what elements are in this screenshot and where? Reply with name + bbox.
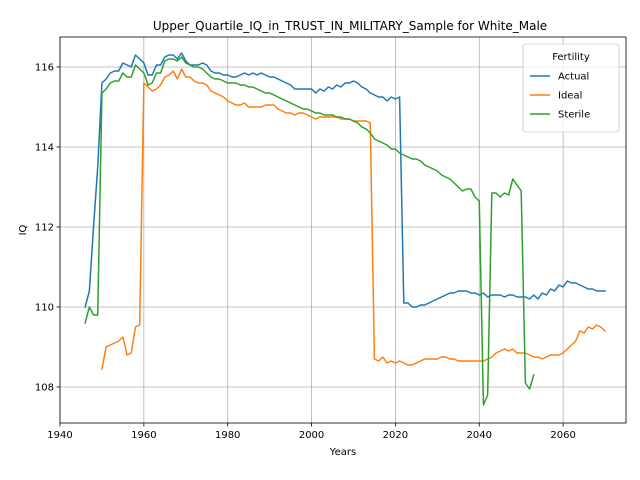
- y-tick-label: 108: [35, 383, 54, 394]
- x-tick-label: 2060: [550, 430, 575, 441]
- y-axis-ticks: 108 110 112 114 116: [35, 63, 60, 394]
- x-tick-label: 1940: [47, 430, 72, 441]
- series-line-actual: [84, 52, 606, 308]
- legend-box: [522, 43, 620, 133]
- legend-title: Fertility: [552, 52, 590, 63]
- y-tick-label: 114: [35, 143, 54, 154]
- x-axis-label: Years: [329, 447, 356, 458]
- y-axis-label: IQ: [18, 224, 29, 235]
- y-tick-label: 116: [35, 63, 54, 74]
- x-axis-ticks: 1940 1960 1980 2000 2020 2040 2060: [47, 423, 576, 441]
- legend-label-ideal: Ideal: [558, 91, 582, 102]
- legend: Fertility Actual Ideal Sterile: [522, 43, 620, 133]
- y-tick-label: 110: [35, 303, 54, 314]
- x-tick-label: 2040: [467, 430, 492, 441]
- x-tick-label: 1980: [215, 430, 240, 441]
- x-tick-label: 2000: [299, 430, 324, 441]
- legend-label-sterile: Sterile: [558, 110, 590, 121]
- chart-title: Upper_Quartile_IQ_in_TRUST_IN_MILITARY_S…: [153, 19, 547, 33]
- plot-frame: [59, 36, 627, 424]
- x-tick-label: 1960: [131, 430, 156, 441]
- series-line-sterile: [84, 56, 535, 406]
- series-group: [84, 52, 607, 406]
- y-tick-label: 112: [35, 223, 54, 234]
- x-tick-label: 2020: [383, 430, 408, 441]
- legend-label-actual: Actual: [558, 72, 589, 83]
